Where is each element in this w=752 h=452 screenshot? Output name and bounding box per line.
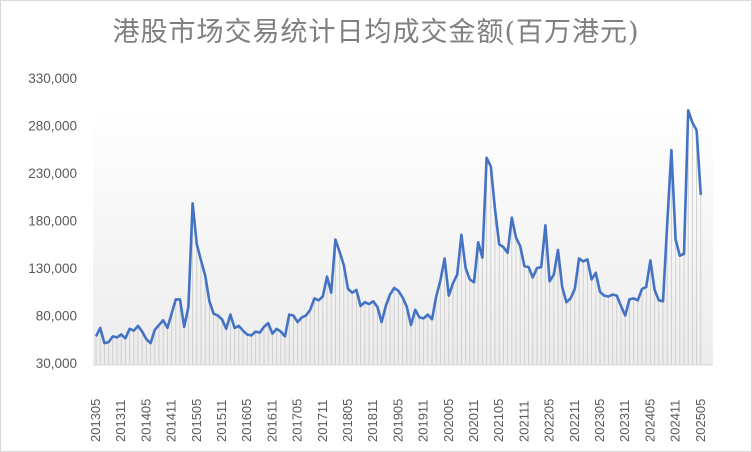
x-tick-label: 201811 xyxy=(365,400,380,442)
x-tick-label: 202011 xyxy=(466,400,481,442)
series-line xyxy=(94,109,703,345)
y-tick-label: 130,000 xyxy=(28,261,77,276)
x-tick-label: 202305 xyxy=(592,399,607,442)
x-tick-label: 202311 xyxy=(617,400,632,442)
x-tick-label: 202211 xyxy=(567,400,582,442)
x-tick-label: 201411 xyxy=(164,400,179,442)
x-tick-label: 202105 xyxy=(491,399,506,442)
chart-title: 港股市场交易统计日均成交金额(百万港元) xyxy=(112,17,640,48)
y-tick-label: 180,000 xyxy=(28,214,77,229)
x-tick-label: 201911 xyxy=(416,400,431,442)
drop-lines xyxy=(95,110,702,365)
x-tick-label: 201711 xyxy=(315,400,330,442)
y-axis: 330,000 280,000 230,000 180,000 130,000 80,00… xyxy=(28,71,77,371)
y-tick-label: 330,000 xyxy=(28,71,77,86)
x-tick-label: 202411 xyxy=(668,400,683,442)
x-tick-label: 202505 xyxy=(693,399,708,442)
x-tick-label: 201505 xyxy=(189,399,204,442)
x-tick-label: 201805 xyxy=(340,399,355,442)
x-tick-label: 201311 xyxy=(113,400,128,442)
x-tick-label: 201705 xyxy=(290,399,305,442)
x-tick-label: 202205 xyxy=(542,399,557,442)
x-tick-label: 201305 xyxy=(88,399,103,442)
y-tick-label: 30,000 xyxy=(36,356,77,371)
y-tick-label: 80,000 xyxy=(36,309,77,324)
y-tick-label: 280,000 xyxy=(28,119,77,134)
y-tick-label: 230,000 xyxy=(28,166,77,181)
x-axis: 201305 201311 201405 201411 201505 201511 2016… xyxy=(88,399,708,442)
x-tick-label: 201611 xyxy=(264,400,279,442)
x-tick-label: 202405 xyxy=(642,399,657,442)
x-tick-label: 202111 xyxy=(516,401,531,442)
x-tick-label: 202005 xyxy=(441,399,456,442)
x-tick-label: 201605 xyxy=(239,399,254,442)
x-tick-label: 201905 xyxy=(390,399,405,442)
x-tick-label: 201405 xyxy=(138,399,153,442)
x-tick-label: 201511 xyxy=(214,400,229,442)
